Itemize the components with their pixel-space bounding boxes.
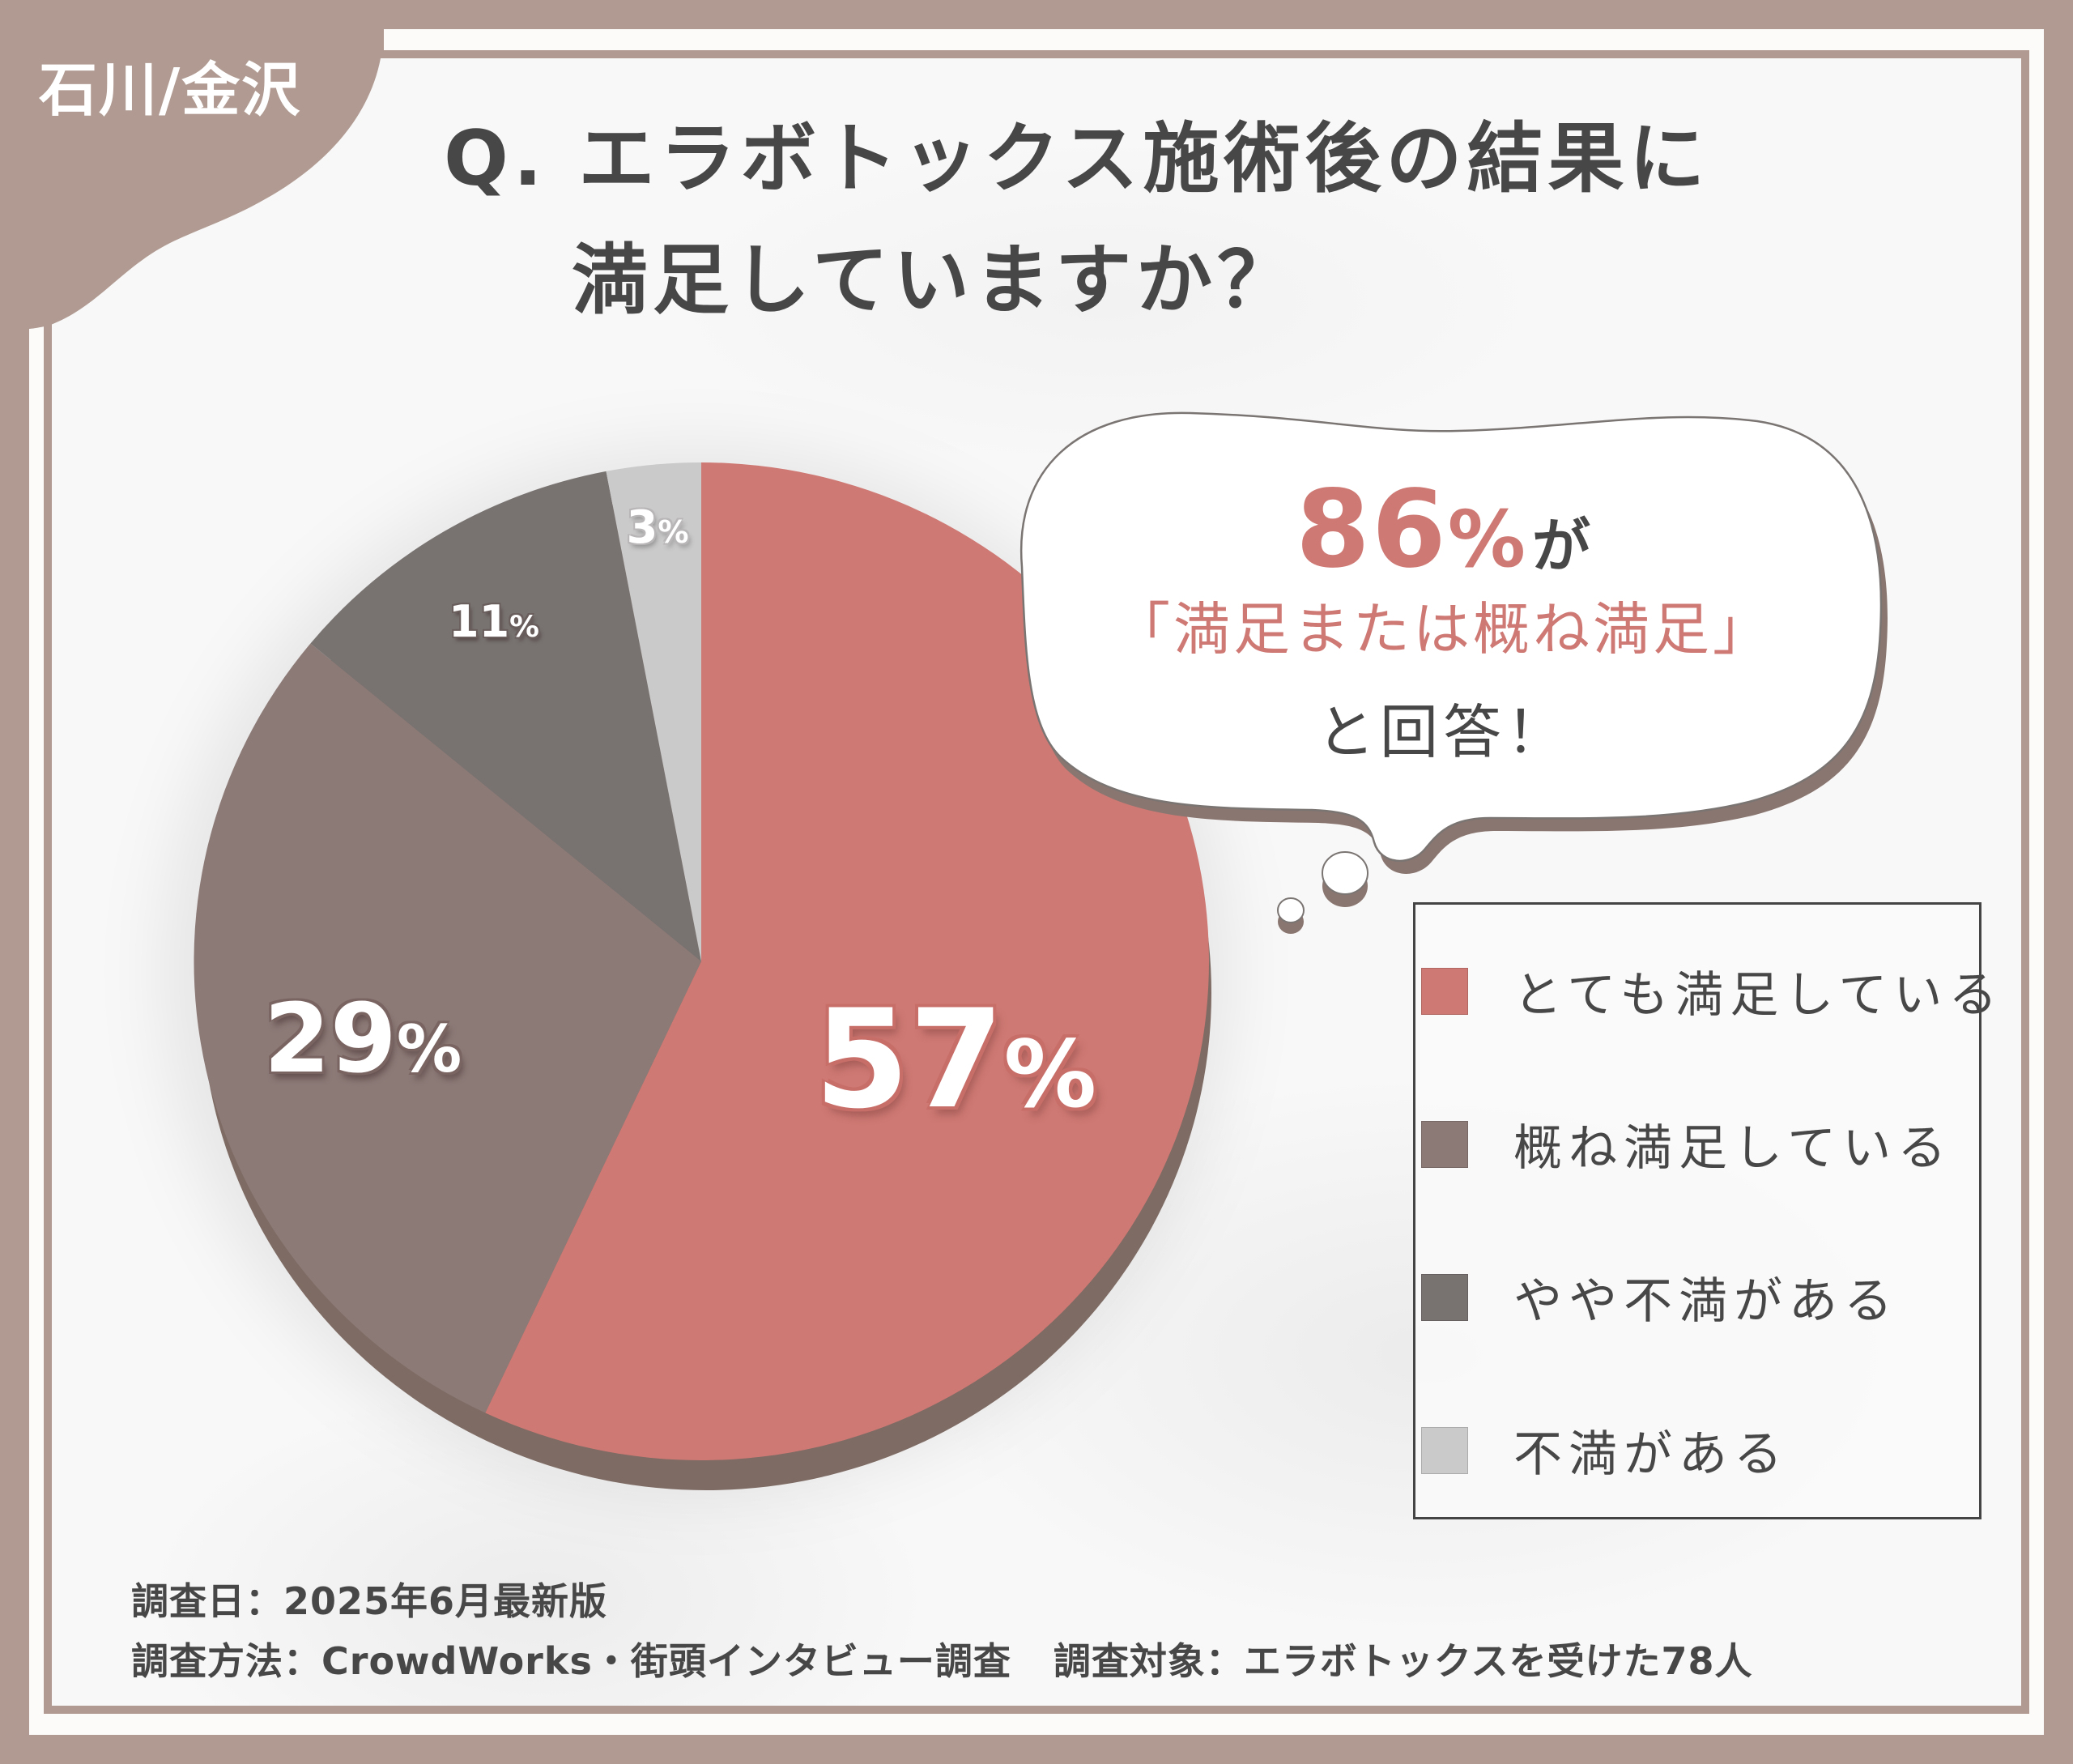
legend-label: とても満足している <box>1513 967 2004 1024</box>
legend-item-somewhat-dissatisfied[interactable]: やや不満がある <box>1421 1262 1899 1332</box>
survey-target: 調査対象：エラボトックスを受けた78人 <box>1053 1639 1753 1683</box>
frame-inner-border <box>44 50 2029 1714</box>
pie-slice-very-satisfied[interactable] <box>485 462 1209 1460</box>
callout-closing: と回答！ <box>1316 698 1569 766</box>
legend-item-very-satisfied[interactable]: とても満足している <box>1421 956 2003 1026</box>
slice-value: 3 <box>626 501 658 554</box>
survey-date: 調査日：2025年6月最新版 <box>131 1579 608 1623</box>
region-badge: 石川/金沢 <box>39 56 302 124</box>
slice-label-29: 29% <box>264 991 462 1086</box>
slice-label-57: 57% <box>815 991 1096 1127</box>
percent-sign: % <box>658 514 689 550</box>
pie-slice-dissatisfied[interactable] <box>606 462 702 961</box>
slice-value: 11 <box>449 596 510 647</box>
legend-swatch <box>1421 1120 1468 1168</box>
callout-value: 86 <box>1296 467 1448 592</box>
question-title-line2: 満足していますか？ <box>572 236 1299 325</box>
legend-swatch <box>1421 1426 1468 1474</box>
region-blob <box>0 0 409 329</box>
legend-label: やや不満がある <box>1513 1273 1899 1330</box>
callout-suffix: が <box>1531 512 1590 580</box>
legend-swatch <box>1421 967 1468 1015</box>
question-title-line1: Q. エラボトックス施術後の結果に <box>444 115 1710 203</box>
pie-slice-somewhat-dissatisfied[interactable] <box>310 471 701 961</box>
slice-value: 57 <box>814 980 1004 1139</box>
legend-swatch <box>1421 1273 1468 1321</box>
legend-item-dissatisfied[interactable]: 不満がある <box>1421 1415 1789 1485</box>
legend-item-mostly-satisfied[interactable]: 概ね満足している <box>1421 1109 1952 1179</box>
legend-label: 不満がある <box>1513 1426 1789 1483</box>
callout-quote: 「満足または概ね満足」 <box>1113 596 1773 663</box>
slice-label-3: 3% <box>626 505 688 551</box>
pie-slice-mostly-satisfied[interactable] <box>194 643 701 1413</box>
survey-meta: 調査方法：CrowdWorks・街頭インタビュー調査 調査対象：エラボトックスを受… <box>131 1643 1752 1680</box>
callout-headline: 86%が <box>1022 476 1864 583</box>
percent-sign: % <box>1003 1020 1097 1128</box>
slice-label-11: 11% <box>449 600 539 644</box>
slice-value: 29 <box>263 982 397 1094</box>
callout-bubble <box>1019 411 1888 934</box>
percent-sign: % <box>509 609 539 644</box>
percent-sign: % <box>1447 494 1527 585</box>
percent-sign: % <box>396 1012 462 1087</box>
legend-label: 概ね満足している <box>1513 1120 1953 1177</box>
survey-method: 調査方法：CrowdWorks・街頭インタビュー調査 <box>131 1639 1011 1683</box>
pie-chart <box>194 462 1209 1460</box>
legend: とても満足している 概ね満足している やや不満がある 不満がある <box>1413 902 1997 1519</box>
callout-highlight: 86% <box>1296 467 1527 592</box>
